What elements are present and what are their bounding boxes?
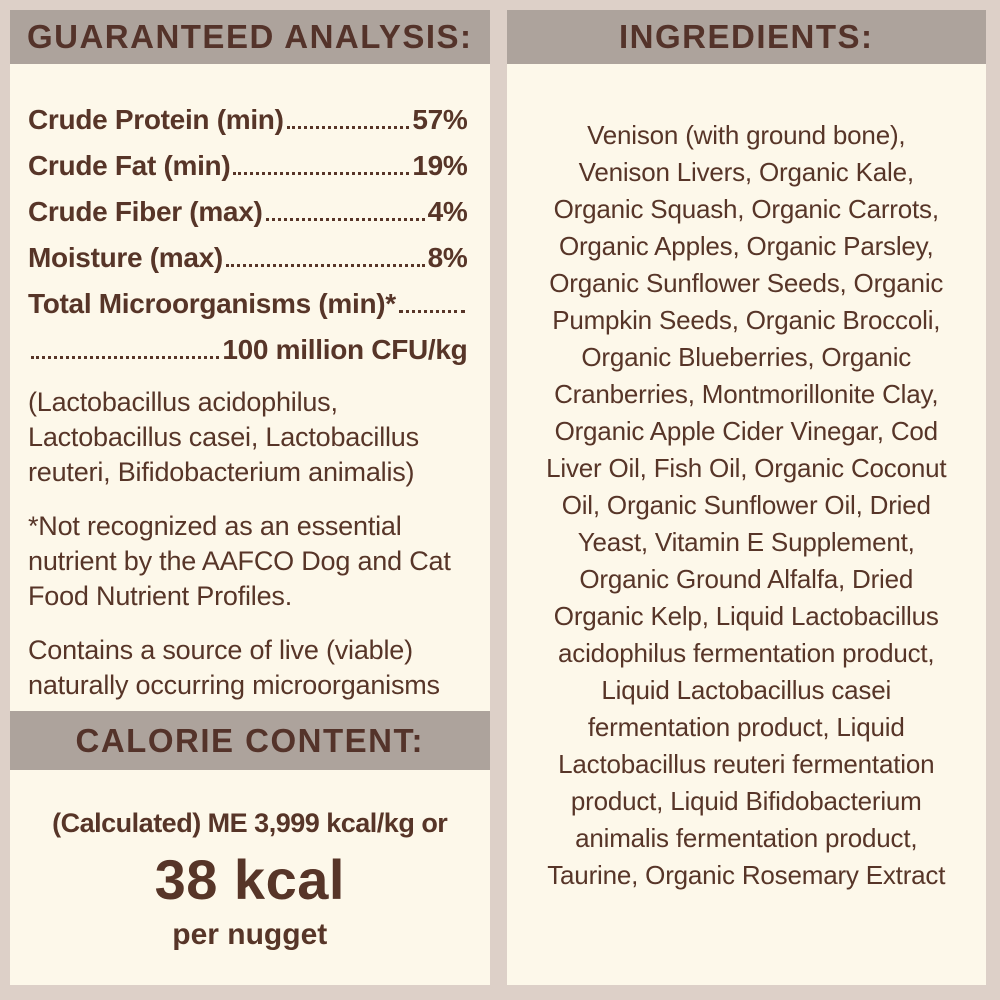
analysis-row-label: Crude Protein (min) bbox=[28, 104, 284, 136]
dot-leader bbox=[265, 218, 425, 221]
dot-leader bbox=[31, 356, 220, 359]
calorie-content-header: CALORIE CONTENT: bbox=[10, 711, 490, 770]
ingredient-line: Organic Apple Cider Vinegar, Cod bbox=[554, 416, 939, 446]
left-column: GUARANTEED ANALYSIS: Crude Protein (min)… bbox=[10, 10, 490, 985]
analysis-note-line: Contains a source of live (viable) bbox=[28, 635, 413, 665]
analysis-note: *Not recognized as an essential nutrient … bbox=[28, 509, 468, 614]
analysis-row: Crude Fiber (max) 4% bbox=[28, 182, 468, 228]
analysis-note-line: nutrient by the AAFCO Dog and Cat bbox=[28, 546, 451, 576]
right-column: INGREDIENTS: Venison (with ground bone),… bbox=[506, 10, 987, 985]
analysis-row-label: Total Microorganisms (min)* bbox=[28, 288, 396, 320]
dot-leader bbox=[398, 310, 465, 313]
analysis-row-label: Crude Fat (min) bbox=[28, 150, 231, 182]
analysis-note-line: Food Nutrient Profiles. bbox=[28, 581, 293, 611]
ingredient-line: Organic Blueberries, Organic bbox=[581, 342, 912, 372]
ingredient-line: animalis fermentation product, bbox=[575, 823, 918, 853]
ingredient-line: Organic Sunflower Seeds, Organic bbox=[549, 268, 944, 298]
ingredient-line: Liquid Lactobacillus casei bbox=[601, 675, 892, 705]
analysis-row-value: 4% bbox=[427, 196, 468, 228]
guaranteed-analysis-title: GUARANTEED ANALYSIS: bbox=[26, 18, 473, 55]
ingredient-line: Oil, Organic Sunflower Oil, Dried bbox=[561, 490, 931, 520]
analysis-row-value: 8% bbox=[427, 242, 468, 274]
guaranteed-analysis-header: GUARANTEED ANALYSIS: bbox=[10, 10, 490, 64]
analysis-note-line: (Lactobacillus acidophilus, bbox=[28, 387, 338, 417]
analysis-row-value: 57% bbox=[412, 104, 468, 136]
ingredients-title: INGREDIENTS: bbox=[618, 18, 874, 55]
ingredient-line: Venison Livers, Organic Kale, bbox=[578, 157, 914, 187]
analysis-note-line: reuteri, Bifidobacterium animalis) bbox=[28, 457, 415, 487]
dot-leader bbox=[286, 126, 410, 129]
ingredient-line: Organic Kelp, Liquid Lactobacillus bbox=[553, 601, 939, 631]
ingredient-line: Lactobacillus reuteri fermentation bbox=[558, 749, 935, 779]
ingredients-panel: Venison (with ground bone), Venison Liver… bbox=[506, 64, 987, 985]
ingredients-list: Venison (with ground bone), Venison Liver… bbox=[507, 117, 987, 894]
dot-leader bbox=[225, 264, 425, 267]
ingredient-line: Yeast, Vitamin E Supplement, bbox=[577, 527, 915, 557]
analysis-note-line: *Not recognized as an essential bbox=[28, 511, 402, 541]
guaranteed-analysis-panel: Crude Protein (min) 57% Crude Fat (min) 19%… bbox=[10, 64, 490, 711]
dot-leader bbox=[233, 172, 410, 175]
ingredient-line: acidophilus fermentation product, bbox=[558, 638, 935, 668]
analysis-note: Contains a source of live (viable) natura… bbox=[28, 633, 468, 703]
analysis-row: Moisture (max) 8% bbox=[28, 228, 468, 274]
label-root: GUARANTEED ANALYSIS: Crude Protein (min)… bbox=[10, 10, 986, 985]
analysis-row: 100 million CFU/kg bbox=[28, 320, 468, 366]
calorie-calculated-line: (Calculated) ME 3,999 kcal/kg or bbox=[52, 808, 448, 838]
analysis-row-value: 19% bbox=[412, 150, 468, 182]
calorie-content-panel: (Calculated) ME 3,999 kcal/kg or 38 kcal… bbox=[10, 770, 490, 985]
ingredient-line: Pumpkin Seeds, Organic Broccoli, bbox=[552, 305, 941, 335]
analysis-row-label: Crude Fiber (max) bbox=[28, 196, 263, 228]
calorie-value: 38 kcal bbox=[154, 848, 345, 911]
ingredient-line: fermentation product, Liquid bbox=[587, 712, 905, 742]
ingredient-line: Organic Ground Alfalfa, Dried bbox=[579, 564, 914, 594]
calorie-unit: per nugget bbox=[172, 918, 328, 951]
ingredient-line: Taurine, Organic Rosemary Extract bbox=[547, 860, 946, 890]
analysis-row: Crude Protein (min) 57% bbox=[28, 90, 468, 136]
analysis-rows: Crude Protein (min) 57% Crude Fat (min) 19%… bbox=[28, 90, 468, 366]
calorie-content-title: CALORIE CONTENT: bbox=[75, 721, 424, 759]
ingredient-line: Organic Apples, Organic Parsley, bbox=[558, 231, 934, 261]
analysis-row: Crude Fat (min) 19% bbox=[28, 136, 468, 182]
analysis-row: Total Microorganisms (min)* bbox=[28, 274, 468, 320]
analysis-note: (Lactobacillus acidophilus, Lactobacillus… bbox=[28, 385, 468, 490]
analysis-row-value: 100 million CFU/kg bbox=[222, 334, 468, 366]
analysis-note-line: naturally occurring microorganisms bbox=[28, 670, 440, 700]
analysis-note-line: Lactobacillus casei, Lactobacillus bbox=[28, 422, 419, 452]
ingredients-header: INGREDIENTS: bbox=[506, 10, 986, 64]
ingredient-line: Organic Squash, Organic Carrots, bbox=[553, 194, 939, 224]
ingredient-line: product, Liquid Bifidobacterium bbox=[570, 786, 922, 816]
ingredient-line: Liver Oil, Fish Oil, Organic Coconut bbox=[546, 453, 947, 483]
ingredient-line: Venison (with ground bone), bbox=[587, 120, 906, 150]
analysis-row-label: Moisture (max) bbox=[28, 242, 223, 274]
analysis-notes: (Lactobacillus acidophilus, Lactobacillus… bbox=[28, 385, 468, 703]
ingredient-line: Cranberries, Montmorillonite Clay, bbox=[554, 379, 939, 409]
